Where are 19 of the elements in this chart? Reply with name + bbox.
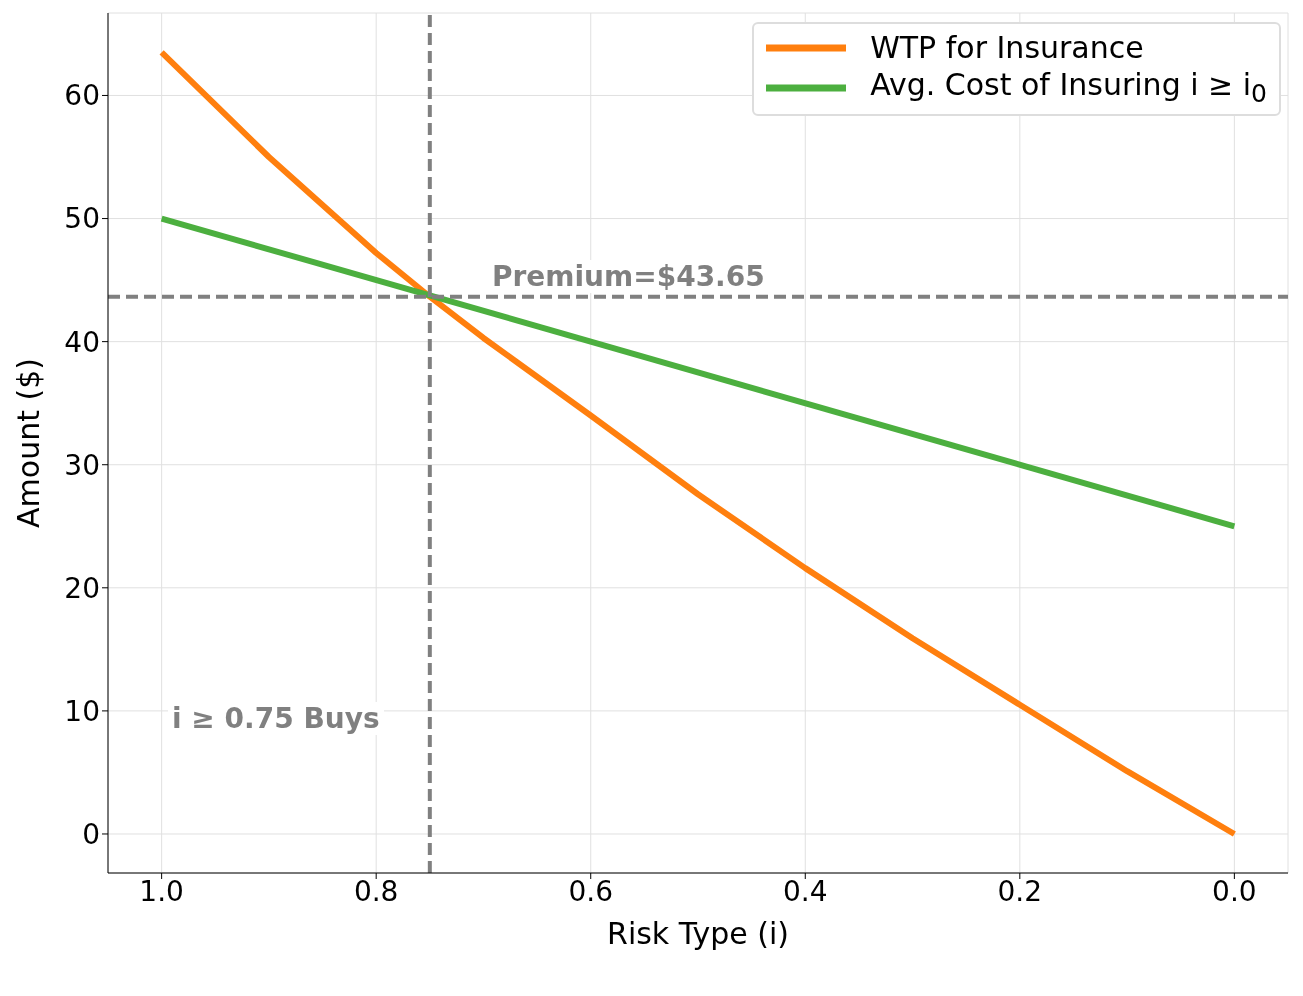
- y-tick-label: 60: [64, 79, 100, 113]
- legend-label: WTP for Insurance: [870, 30, 1144, 65]
- x-tick-label: 0.0: [1212, 874, 1257, 908]
- x-axis-title: Risk Type (i): [607, 916, 789, 952]
- y-tick-label: 10: [64, 694, 100, 728]
- annotation: i ≥ 0.75 Buys: [168, 702, 384, 735]
- x-tick-label: 0.2: [997, 874, 1043, 908]
- y-tick-label: 40: [64, 325, 100, 359]
- y-axis-title: Amount ($): [10, 358, 46, 528]
- annotation: Premium=$43.65: [488, 260, 769, 293]
- y-tick-label: 50: [64, 202, 100, 236]
- x-tick-label: 0.8: [353, 874, 399, 908]
- y-tick-label: 20: [64, 571, 100, 605]
- legend-label: Avg. Cost of Insuring i ≥ i$_{0}$: [870, 67, 1267, 108]
- y-tick-label: 0: [82, 817, 100, 851]
- x-tick-label: 0.4: [783, 874, 828, 908]
- y-tick-label: 30: [64, 448, 100, 482]
- x-tick-label: 0.6: [568, 874, 613, 908]
- x-tick-label: 1.0: [139, 874, 184, 908]
